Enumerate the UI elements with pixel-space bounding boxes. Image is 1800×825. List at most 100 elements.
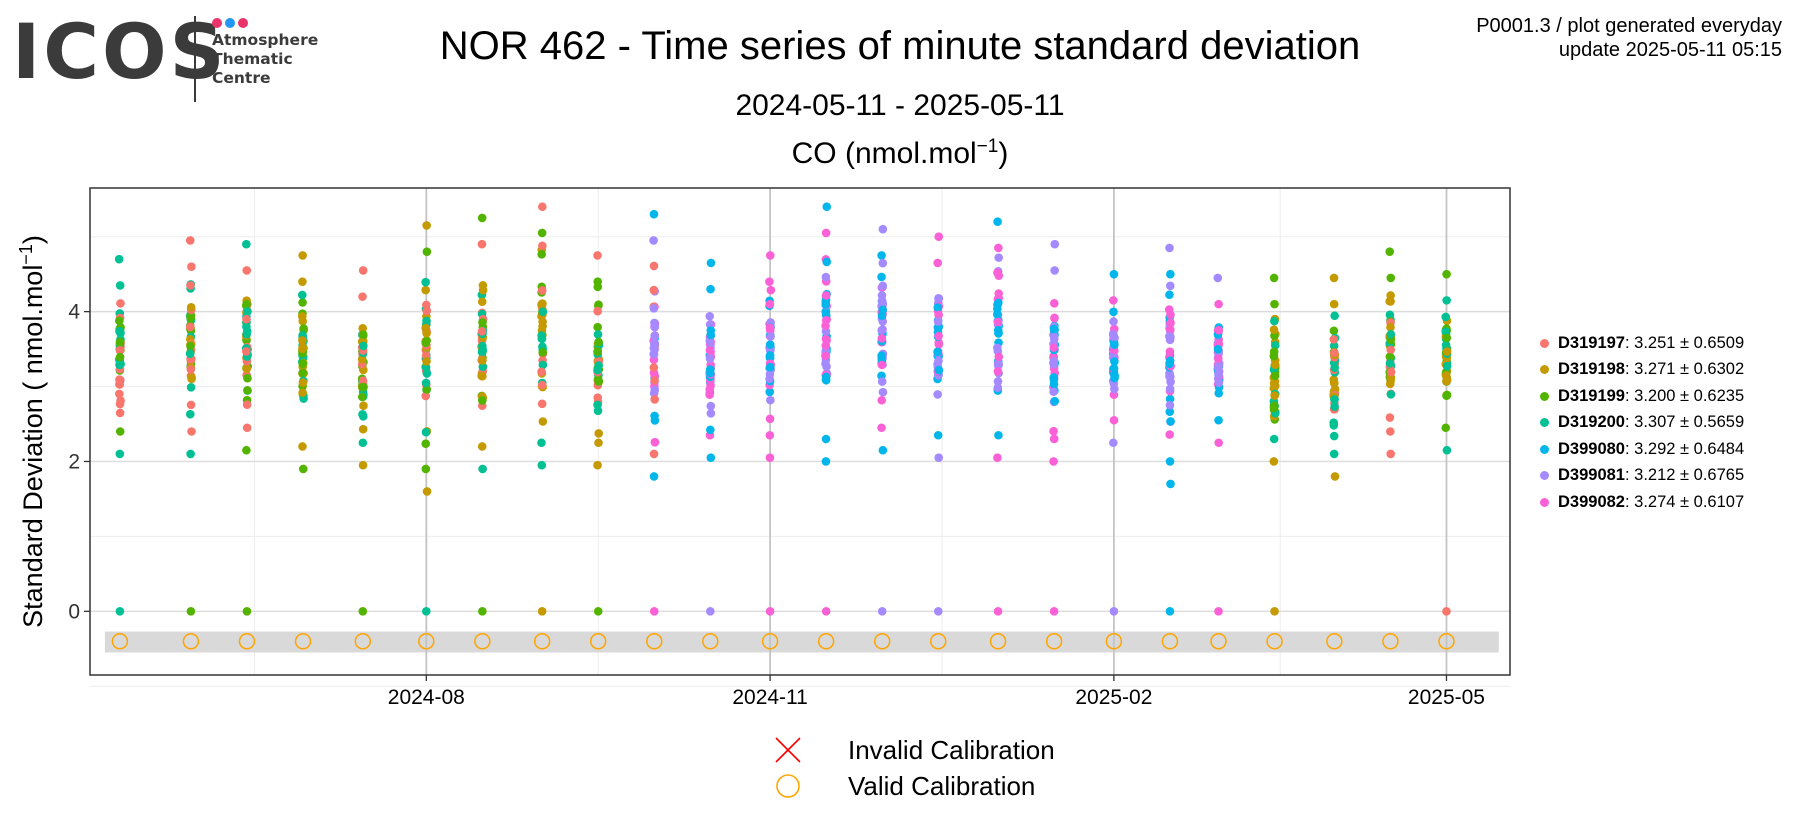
legend-series-stats: : 3.271 ± 0.6302 [1624,360,1745,379]
data-point [1108,296,1118,305]
data-point [242,329,251,339]
data-point [478,464,487,474]
logo-line-1: Atmosphere [212,31,319,49]
legend-dot [1540,471,1549,481]
data-point [993,317,1003,327]
data-point [706,409,716,418]
y-axis-title-exponent: −1 [16,244,36,265]
data-point [298,442,307,451]
data-point [1165,430,1174,439]
legend-series-stats: : 3.200 ± 0.6235 [1624,386,1745,405]
zero-data-point [649,607,659,616]
data-point [358,266,368,275]
data-point [1269,325,1279,334]
logo-line-3: Centre [212,69,271,87]
data-point [1329,299,1339,309]
data-point [1386,297,1395,306]
data-point [537,286,547,295]
data-point [1214,438,1224,448]
data-point [185,409,195,419]
data-point [478,285,488,295]
legend-series-name: D319200 [1558,413,1625,432]
data-point [116,299,125,308]
legend-series-stats: : 3.292 ± 0.6484 [1624,439,1745,458]
data-point [1049,457,1058,466]
data-point [1386,329,1396,339]
data-point [1441,312,1451,322]
data-point [1165,332,1174,341]
data-point [538,202,547,212]
zero-data-point [706,607,715,616]
data-point [1166,318,1175,328]
legend-dot [1540,444,1549,454]
data-point [877,272,886,282]
data-point [421,439,431,448]
logo-divider [194,16,196,102]
data-point [1049,359,1059,369]
data-point [1330,402,1339,411]
data-point [1269,403,1279,413]
data-point [1385,359,1395,368]
data-point [359,382,368,392]
data-point [1109,346,1119,356]
data-point [422,316,431,326]
legend-item: D399081: 3.212 ± 0.6765 [1540,463,1744,490]
data-point [1386,345,1396,355]
data-point [1214,325,1224,335]
data-point [706,401,716,411]
data-point [1050,239,1060,249]
data-point [478,345,488,355]
data-point [187,262,196,271]
data-point [821,457,831,466]
y-axis-title-main: Standard Deviation ( nmol.mol [18,265,48,628]
data-point [537,228,547,238]
data-point [357,354,367,364]
data-point [297,312,307,321]
data-point [1109,415,1119,425]
data-point [650,437,660,447]
data-point [878,258,888,268]
data-point [422,385,431,394]
legend-item: D319199: 3.200 ± 0.6235 [1540,383,1744,410]
data-point [1329,273,1339,283]
legend-series-stats: : 3.307 ± 0.5659 [1624,413,1745,432]
zero-data-point [422,607,431,616]
data-point [933,303,943,312]
legend-series-name: D399080 [1558,439,1625,458]
data-point [478,362,488,372]
data-point [422,306,432,316]
data-point [1386,367,1396,377]
data-point [115,449,125,459]
data-point [765,374,774,384]
data-point [477,442,487,451]
y-axis-title-close: ) [18,235,48,244]
valid-calibration-marker [182,633,200,650]
legend-series-name: D399081 [1558,466,1625,485]
data-point [1110,357,1119,366]
data-point [538,307,548,316]
data-point [114,254,124,264]
data-point [933,258,942,268]
data-point [1049,375,1059,384]
data-point [765,453,775,463]
data-point [593,251,602,260]
data-point [993,453,1002,463]
data-point [477,297,487,307]
data-point [877,291,887,300]
data-point [1385,379,1395,389]
zero-data-point [115,607,125,616]
legend-series-stats: : 3.274 ± 0.6107 [1624,492,1745,511]
data-point [1442,296,1451,305]
data-point [1329,378,1339,388]
data-point [1330,395,1339,404]
plot-info: P0001.3 / plot generated everyday update… [1476,14,1782,62]
data-point [649,349,658,359]
y-axis-title: Standard Deviation ( nmol.mol−1) [16,235,48,628]
data-point [1165,243,1174,253]
data-point [1213,354,1223,363]
data-point [593,322,602,332]
data-point [933,317,943,326]
data-point [994,298,1003,308]
data-point [821,291,831,300]
legend-dot [1540,365,1549,375]
